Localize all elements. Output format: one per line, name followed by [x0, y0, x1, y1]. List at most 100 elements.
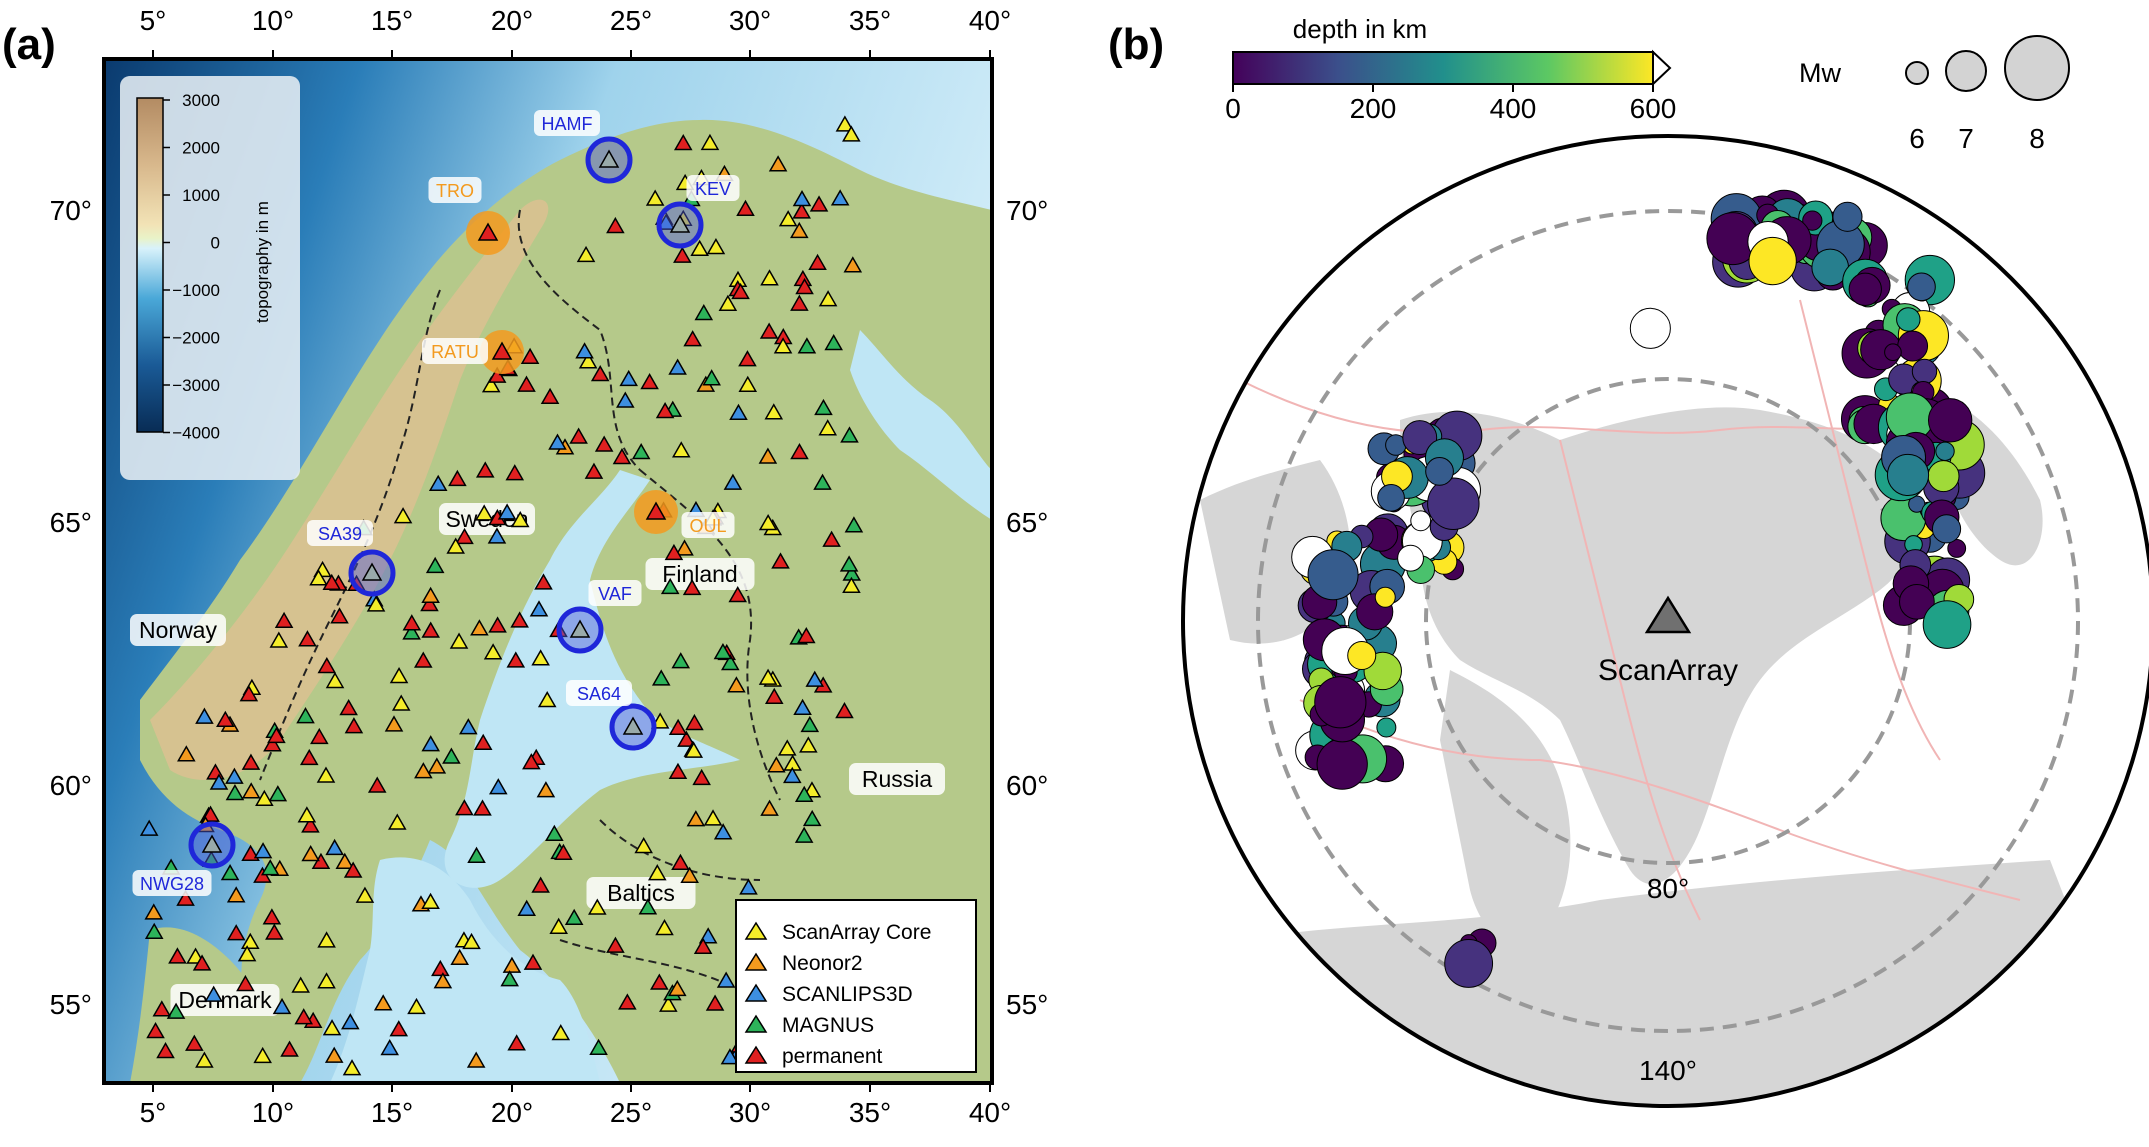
lon-tick-top: 10° [252, 5, 294, 36]
station-marker [700, 133, 720, 151]
lat-tick-right: 55° [1006, 989, 1048, 1020]
station-marker [736, 199, 755, 217]
station-marker [216, 710, 235, 727]
station-marker [343, 861, 363, 878]
country-label-norway: Norway [130, 614, 226, 646]
svg-text:Norway: Norway [139, 617, 217, 643]
station-oul: OUL [634, 490, 735, 538]
station-marker [414, 762, 433, 779]
station-marker [638, 898, 658, 915]
legend-item: permanent [744, 1045, 883, 1068]
station-marker [517, 375, 536, 392]
lon-tick-bottom: 20° [491, 1097, 533, 1128]
station-marker [705, 994, 725, 1011]
map-frame [102, 57, 994, 1085]
station-marker [502, 956, 522, 973]
station-marker [523, 953, 543, 970]
station-marker [531, 649, 550, 666]
station-marker [459, 718, 478, 735]
station-marker [195, 1051, 214, 1068]
station-marker [517, 899, 537, 916]
station-marker [692, 768, 711, 786]
station-tro: TRO [428, 177, 510, 255]
station-marker [650, 973, 669, 990]
earthquake-bubble [1347, 641, 1377, 671]
station-marker [520, 347, 540, 365]
station-marker [706, 237, 726, 255]
station-marker [166, 1002, 186, 1019]
station-marker [677, 730, 696, 747]
station-marker [236, 974, 255, 992]
legend-item: Neonor2 [744, 952, 863, 975]
station-sa64: SA64 [566, 680, 657, 751]
station-marker [168, 947, 187, 964]
station-marker [773, 337, 793, 354]
station-marker [225, 783, 245, 801]
colorbar-tick-label: −4000 [172, 424, 220, 443]
station-marker [759, 322, 779, 339]
country-label-baltics: Baltics [586, 877, 696, 909]
station-marker [790, 442, 809, 460]
station-marker [537, 690, 557, 708]
station-marker [713, 643, 733, 660]
station-marker [387, 813, 407, 830]
station-marker [682, 578, 702, 596]
earthquake-bubble [1629, 307, 1671, 349]
depth-colorbar [1232, 51, 1654, 85]
station-marker [531, 876, 550, 893]
station-marker [448, 469, 467, 487]
colorbar-tick-label: −3000 [172, 376, 220, 395]
station-marker [497, 503, 517, 520]
svg-text:Russia: Russia [862, 766, 933, 792]
svg-text:KEV: KEV [695, 179, 731, 199]
earthquake-bubble [1402, 420, 1438, 456]
station-marker [344, 717, 364, 734]
station-marker [325, 838, 344, 856]
station-marker [842, 576, 861, 594]
station-marker [253, 842, 273, 859]
station-marker [425, 556, 445, 574]
station-marker [685, 713, 704, 731]
station-marker [534, 573, 553, 590]
lon-tick-top: 25° [610, 5, 652, 36]
distance-label-140: 140° [1639, 1055, 1697, 1086]
station-marker [758, 447, 778, 464]
station-marker [645, 189, 665, 206]
station-marker [310, 727, 329, 745]
svg-text:MAGNUS: MAGNUS [782, 1014, 874, 1037]
station-marker [540, 387, 560, 405]
station-marker [616, 391, 635, 408]
station-marker [466, 1051, 486, 1068]
earthquake-bubble [1316, 738, 1368, 790]
scanarray-label: ScanArray [1598, 654, 1738, 687]
station-marker [584, 462, 604, 479]
station-marker [680, 866, 699, 883]
station-marker [428, 474, 448, 492]
earthquake-bubble [1884, 343, 1902, 362]
station-marker [564, 908, 584, 926]
station-marker [442, 747, 461, 764]
station-marker [367, 776, 387, 793]
white-sea [850, 330, 992, 520]
station-marker [698, 927, 718, 944]
magnitude-8-circle [2004, 35, 2070, 101]
panel-a-map: 5° 10° 15° 20° 25° 30° 35° 40° 5° 10° 15° 20° 25° 30… [50, 5, 1049, 1128]
magnitude-6-circle [1905, 61, 1929, 85]
station-marker [764, 687, 784, 705]
lat-tick-right: 70° [1006, 195, 1048, 226]
legend-item: ScanArray Core [744, 921, 931, 944]
station-marker [510, 611, 529, 628]
station-marker [487, 527, 507, 544]
station-marker [241, 753, 261, 770]
station-marker [802, 809, 822, 827]
station-marker [778, 210, 798, 227]
lon-tick-top: 5° [140, 5, 167, 36]
station-marker [506, 651, 526, 668]
earthquake-bubble [1748, 236, 1797, 286]
station-marker [316, 766, 336, 783]
station-marker [146, 1022, 165, 1039]
station-marker [309, 569, 328, 586]
station-marker [683, 330, 702, 347]
earthquake-events [1291, 189, 1986, 988]
station-marker [588, 898, 607, 915]
